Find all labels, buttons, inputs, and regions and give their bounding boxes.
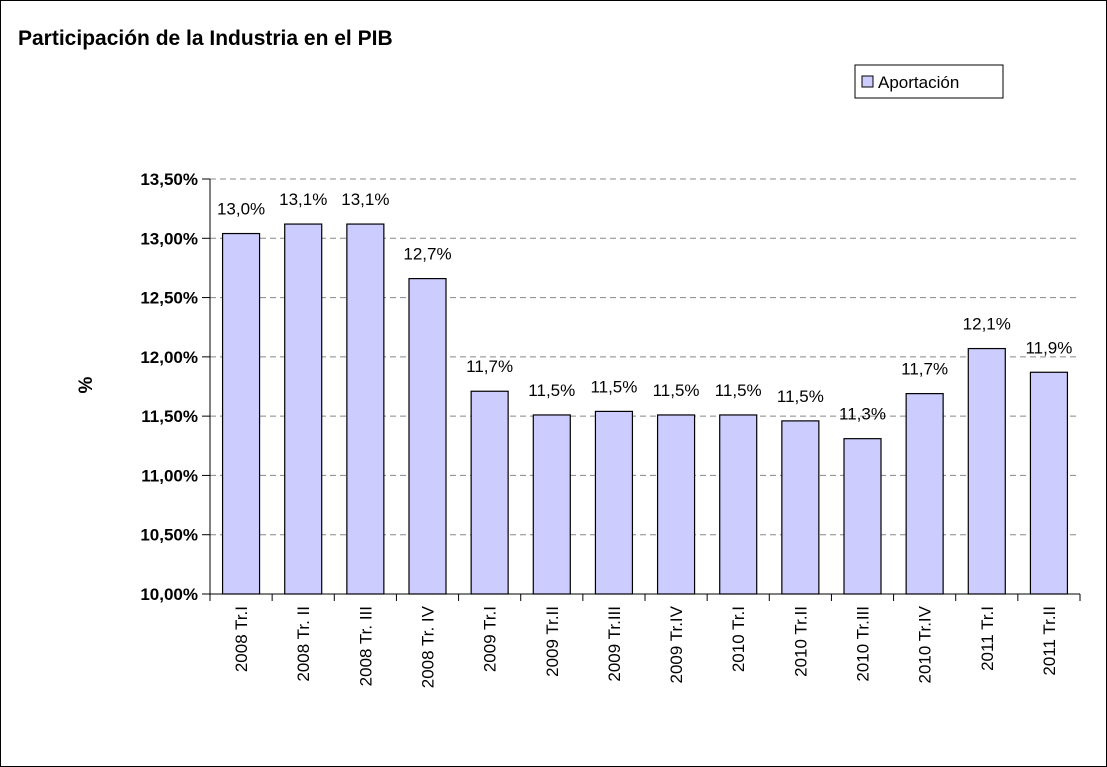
y-tick-label: 10,50% xyxy=(140,526,198,545)
x-tick-label: 2009 Tr.III xyxy=(605,606,624,682)
data-label: 13,1% xyxy=(279,190,327,209)
data-label: 11,9% xyxy=(1025,338,1072,357)
data-label: 11,5% xyxy=(653,381,700,400)
x-tick-label: 2010 Tr.III xyxy=(854,606,873,682)
bar xyxy=(284,223,323,595)
bar xyxy=(346,223,385,595)
bar xyxy=(221,232,261,595)
x-tick-label: 2008 Tr. II xyxy=(294,606,313,682)
bar xyxy=(656,414,696,595)
data-label: 13,1% xyxy=(341,190,389,209)
data-label: 11,5% xyxy=(528,381,575,400)
chart-title: Participación de la Industria en el PIB xyxy=(18,27,393,50)
legend-label: Aportación xyxy=(878,73,959,92)
data-label: 11,3% xyxy=(839,405,886,424)
data-label: 11,5% xyxy=(715,381,762,400)
bar xyxy=(594,410,634,595)
y-tick-label: 13,00% xyxy=(140,229,198,248)
x-tick-label: 2008 Tr.I xyxy=(232,606,251,672)
data-label: 11,7% xyxy=(466,357,513,376)
bar xyxy=(719,414,758,595)
x-tick-label: 2009 Tr.I xyxy=(481,606,500,672)
x-tick-label: 2010 Tr.I xyxy=(729,606,748,672)
y-tick-label: 10,00% xyxy=(140,585,198,604)
y-tick-label: 12,00% xyxy=(140,348,198,367)
x-tick-label: 2008 Tr. III xyxy=(356,606,375,686)
data-label: 12,7% xyxy=(403,245,451,264)
x-tick-label: 2009 Tr.II xyxy=(543,606,562,677)
data-label: 11,5% xyxy=(777,387,824,406)
legend-swatch xyxy=(861,75,874,88)
bar xyxy=(470,390,509,595)
y-tick-label: 11,00% xyxy=(141,466,198,485)
y-tick-label: 11,50% xyxy=(141,407,198,426)
x-tick-label: 2010 Tr.II xyxy=(791,606,810,677)
bar xyxy=(967,347,1006,595)
legend-box xyxy=(854,64,1004,99)
data-label: 13,0% xyxy=(217,200,265,219)
bar xyxy=(905,393,944,595)
bar xyxy=(843,438,882,595)
y-axis-title: % xyxy=(76,376,97,393)
x-tick-label: 2011 Tr.I xyxy=(978,606,997,671)
x-tick-label: 2008 Tr. IV xyxy=(419,605,438,688)
data-label: 11,7% xyxy=(901,360,948,379)
x-tick-label: 2011 Tr.II xyxy=(1040,606,1059,676)
x-tick-label: 2010 Tr.IV xyxy=(916,605,935,683)
y-tick-label: 12,50% xyxy=(140,289,198,308)
data-label: 11,5% xyxy=(590,377,637,396)
bar xyxy=(1029,371,1069,595)
data-label: 12,1% xyxy=(963,315,1011,334)
x-tick-label: 2009 Tr.IV xyxy=(667,605,686,683)
bar xyxy=(408,278,447,595)
y-tick-label: 13,50% xyxy=(140,170,198,189)
bar xyxy=(781,420,820,595)
bar xyxy=(532,414,571,595)
